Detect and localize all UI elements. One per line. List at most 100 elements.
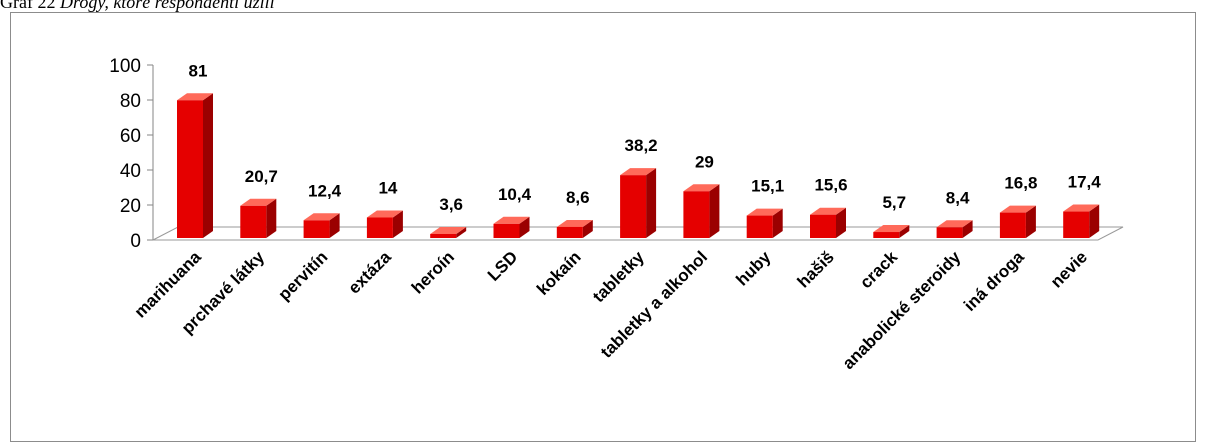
bar-front bbox=[240, 205, 267, 238]
bar-side bbox=[772, 208, 783, 238]
bar-top bbox=[999, 205, 1036, 213]
x-tick-label: LSD bbox=[484, 247, 521, 284]
bar bbox=[556, 219, 593, 238]
x-tick-label: tabletky bbox=[589, 247, 648, 306]
data-label: 8,6 bbox=[566, 188, 590, 207]
bar-side bbox=[709, 184, 720, 238]
data-label: 20,7 bbox=[245, 167, 278, 186]
bar bbox=[683, 184, 720, 238]
chart-axes: 0 20 40 60 80 100 bbox=[109, 56, 1124, 252]
bar-top bbox=[303, 213, 340, 221]
bar-side bbox=[899, 225, 910, 238]
x-tick-label: kokaín bbox=[533, 247, 585, 299]
data-label: 12,4 bbox=[308, 181, 342, 200]
bar-side bbox=[329, 213, 340, 238]
x-tick-label: huby bbox=[732, 247, 775, 290]
x-tick-label: tabletky a alkohol bbox=[597, 247, 711, 361]
y-tick-label: 40 bbox=[120, 161, 141, 182]
data-label: 38,2 bbox=[625, 136, 658, 155]
data-label: 8,4 bbox=[946, 188, 970, 207]
bar-front bbox=[873, 232, 900, 238]
bar bbox=[936, 220, 973, 238]
bar-top bbox=[936, 220, 973, 228]
data-label: 29 bbox=[695, 152, 714, 171]
bar-top bbox=[620, 168, 657, 176]
bar-front bbox=[683, 191, 710, 238]
chart-floor bbox=[152, 226, 1124, 241]
data-label: 15,1 bbox=[751, 177, 784, 196]
bar-top bbox=[746, 208, 783, 216]
y-tick-label: 0 bbox=[130, 231, 141, 252]
x-tick-label: crack bbox=[856, 247, 901, 292]
data-label: 15,6 bbox=[814, 176, 847, 195]
bar-top bbox=[366, 210, 403, 218]
bar-top bbox=[430, 227, 467, 234]
x-tick-label: nevie bbox=[1047, 247, 1091, 291]
bar-top bbox=[493, 216, 530, 224]
bar-front bbox=[1063, 211, 1090, 238]
y-tick-label: 60 bbox=[120, 126, 141, 147]
bar-front bbox=[556, 226, 583, 238]
bar bbox=[810, 207, 846, 238]
bar-front bbox=[177, 100, 203, 238]
bar-side bbox=[836, 207, 846, 238]
bar-front bbox=[430, 234, 457, 238]
bar-side bbox=[962, 220, 973, 238]
bar bbox=[303, 213, 340, 238]
chart-bars bbox=[177, 93, 1100, 238]
bar-side bbox=[203, 93, 213, 238]
bar-front bbox=[746, 215, 773, 238]
bar bbox=[1063, 204, 1100, 238]
bar bbox=[430, 227, 467, 238]
bar-front bbox=[303, 220, 330, 238]
caption-title: Drogy, ktoré respondenti užili bbox=[59, 0, 275, 12]
bar-top bbox=[683, 184, 720, 192]
y-tick-label: 20 bbox=[120, 196, 141, 217]
bar-front bbox=[620, 175, 647, 238]
chart-caption: Graf 22 Drogy, ktoré respondenti užili bbox=[0, 0, 275, 13]
data-label: 10,4 bbox=[498, 185, 532, 204]
data-label: 81 bbox=[189, 61, 208, 80]
bar-side bbox=[646, 168, 657, 238]
x-tick-label: extáza bbox=[345, 247, 396, 298]
bar-top bbox=[240, 198, 277, 206]
bar-front bbox=[366, 217, 393, 238]
bar bbox=[746, 208, 783, 238]
data-label: 5,7 bbox=[882, 193, 906, 212]
x-tick-label: heroín bbox=[408, 247, 458, 297]
bar-top bbox=[556, 219, 593, 227]
bar-top bbox=[1063, 204, 1100, 212]
bar-side bbox=[582, 219, 593, 238]
bar bbox=[366, 210, 403, 238]
bar bbox=[999, 205, 1036, 238]
bar-top bbox=[177, 93, 213, 101]
bar-front bbox=[810, 214, 836, 238]
bar bbox=[873, 225, 910, 238]
data-label: 14 bbox=[378, 179, 397, 198]
bar bbox=[620, 168, 657, 238]
bar bbox=[240, 198, 277, 238]
y-tick-label: 100 bbox=[109, 56, 141, 77]
bar-side bbox=[519, 216, 530, 238]
bar-side bbox=[1025, 205, 1036, 238]
bar-top bbox=[810, 207, 846, 215]
bar-front bbox=[493, 223, 520, 238]
bar-front bbox=[936, 227, 963, 238]
bar-side bbox=[1089, 204, 1100, 238]
x-tick-label: hašiš bbox=[794, 247, 838, 291]
bar-side bbox=[266, 198, 277, 238]
bar-top bbox=[873, 225, 910, 233]
data-label: 17,4 bbox=[1068, 173, 1102, 192]
data-label: 16,8 bbox=[1004, 174, 1037, 193]
bar-side bbox=[456, 227, 467, 238]
bar bbox=[177, 93, 213, 238]
bar bbox=[493, 216, 530, 238]
bar-side bbox=[392, 210, 403, 238]
x-tick-label: iná droga bbox=[960, 247, 1028, 315]
caption-label: Graf 22 bbox=[0, 0, 56, 12]
bar-front bbox=[999, 212, 1026, 238]
x-tick-label: anabolické steroidy bbox=[839, 247, 965, 373]
x-tick-label: pervitín bbox=[275, 247, 332, 304]
data-label: 3,6 bbox=[439, 195, 463, 214]
